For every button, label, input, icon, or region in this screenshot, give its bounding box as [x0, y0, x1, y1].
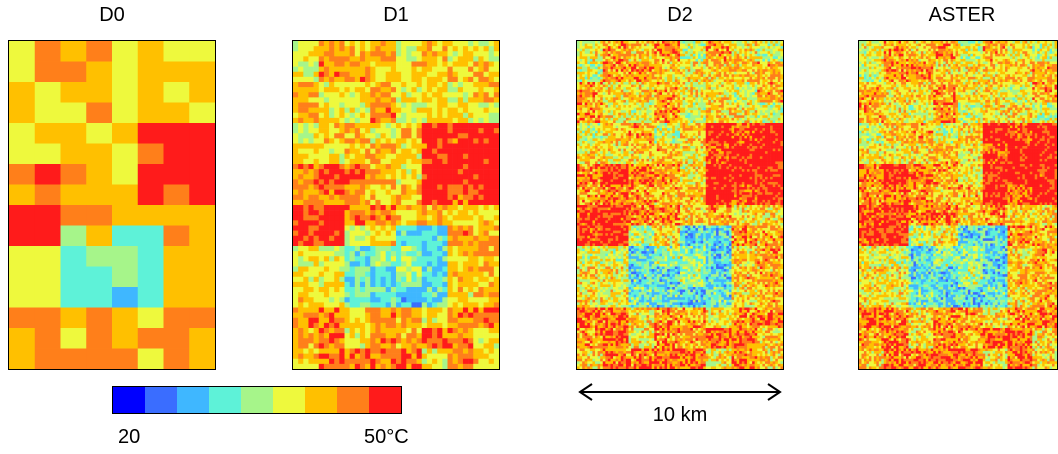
temperature-map-aster: [858, 40, 1058, 370]
colorbar-swatch-8: [369, 387, 401, 413]
map-svg-aster: [859, 41, 1057, 369]
colorbar-swatch-2: [177, 387, 209, 413]
colorbar-swatch-4: [241, 387, 273, 413]
colorbar-swatch-0: [113, 387, 145, 413]
panel-title-aster: ASTER: [858, 4, 1058, 27]
colorbar-swatch-3: [209, 387, 241, 413]
colorbar-min-label: 20: [118, 426, 140, 449]
temperature-map-d2: [576, 40, 784, 370]
scale-bar-arrow: [578, 383, 782, 401]
panel-title-d2: D2: [576, 4, 784, 27]
temperature-map-d1: [292, 40, 500, 370]
scale-bar-label: 10 km: [576, 404, 784, 427]
colorbar-swatch-7: [337, 387, 369, 413]
map-svg-d1: [293, 41, 499, 369]
map-svg-d2: [577, 41, 783, 369]
panel-title-d1: D1: [292, 4, 500, 27]
temperature-map-d0: [8, 40, 216, 370]
colorbar: [112, 386, 402, 414]
colorbar-swatch-6: [305, 387, 337, 413]
panel-title-d0: D0: [8, 4, 216, 27]
colorbar-swatch-5: [273, 387, 305, 413]
colorbar-swatch-1: [145, 387, 177, 413]
map-svg-d0: [9, 41, 215, 369]
colorbar-max-label: 50°C: [364, 426, 409, 449]
